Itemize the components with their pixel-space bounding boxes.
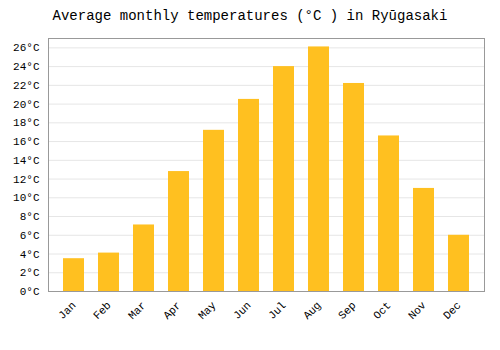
- svg-text:18°C: 18°C: [13, 117, 40, 129]
- svg-text:12°C: 12°C: [13, 174, 40, 186]
- svg-text:22°C: 22°C: [13, 80, 40, 92]
- svg-text:10°C: 10°C: [13, 192, 40, 204]
- svg-text:Feb: Feb: [91, 299, 113, 321]
- svg-text:0°C: 0°C: [20, 286, 40, 298]
- svg-text:6°C: 6°C: [20, 230, 40, 242]
- svg-text:4°C: 4°C: [20, 249, 40, 261]
- svg-text:Jul: Jul: [266, 299, 288, 321]
- svg-text:May: May: [196, 299, 219, 322]
- svg-text:14°C: 14°C: [13, 155, 40, 167]
- svg-text:Oct: Oct: [371, 299, 393, 321]
- svg-text:Sep: Sep: [336, 299, 358, 321]
- html-text:Average monthly temperatures (: Average monthly temperatures (°C ) in Ry…: [52, 8, 448, 24]
- svg-text:24°C: 24°C: [13, 61, 40, 73]
- svg-text:Dec: Dec: [441, 299, 463, 321]
- svg-text:26°C: 26°C: [13, 42, 40, 54]
- svg-text:2°C: 2°C: [20, 267, 40, 279]
- svg-text:Aug: Aug: [301, 299, 323, 321]
- svg-text:Jan: Jan: [56, 299, 78, 321]
- svg-text:Mar: Mar: [126, 299, 148, 321]
- svg-text:8°C: 8°C: [20, 211, 40, 223]
- svg-text:Nov: Nov: [406, 299, 429, 322]
- svg-text:Apr: Apr: [161, 299, 183, 321]
- svg-text:16°C: 16°C: [13, 136, 40, 148]
- svg-text:Jun: Jun: [231, 299, 253, 321]
- svg-text:20°C: 20°C: [13, 99, 40, 111]
